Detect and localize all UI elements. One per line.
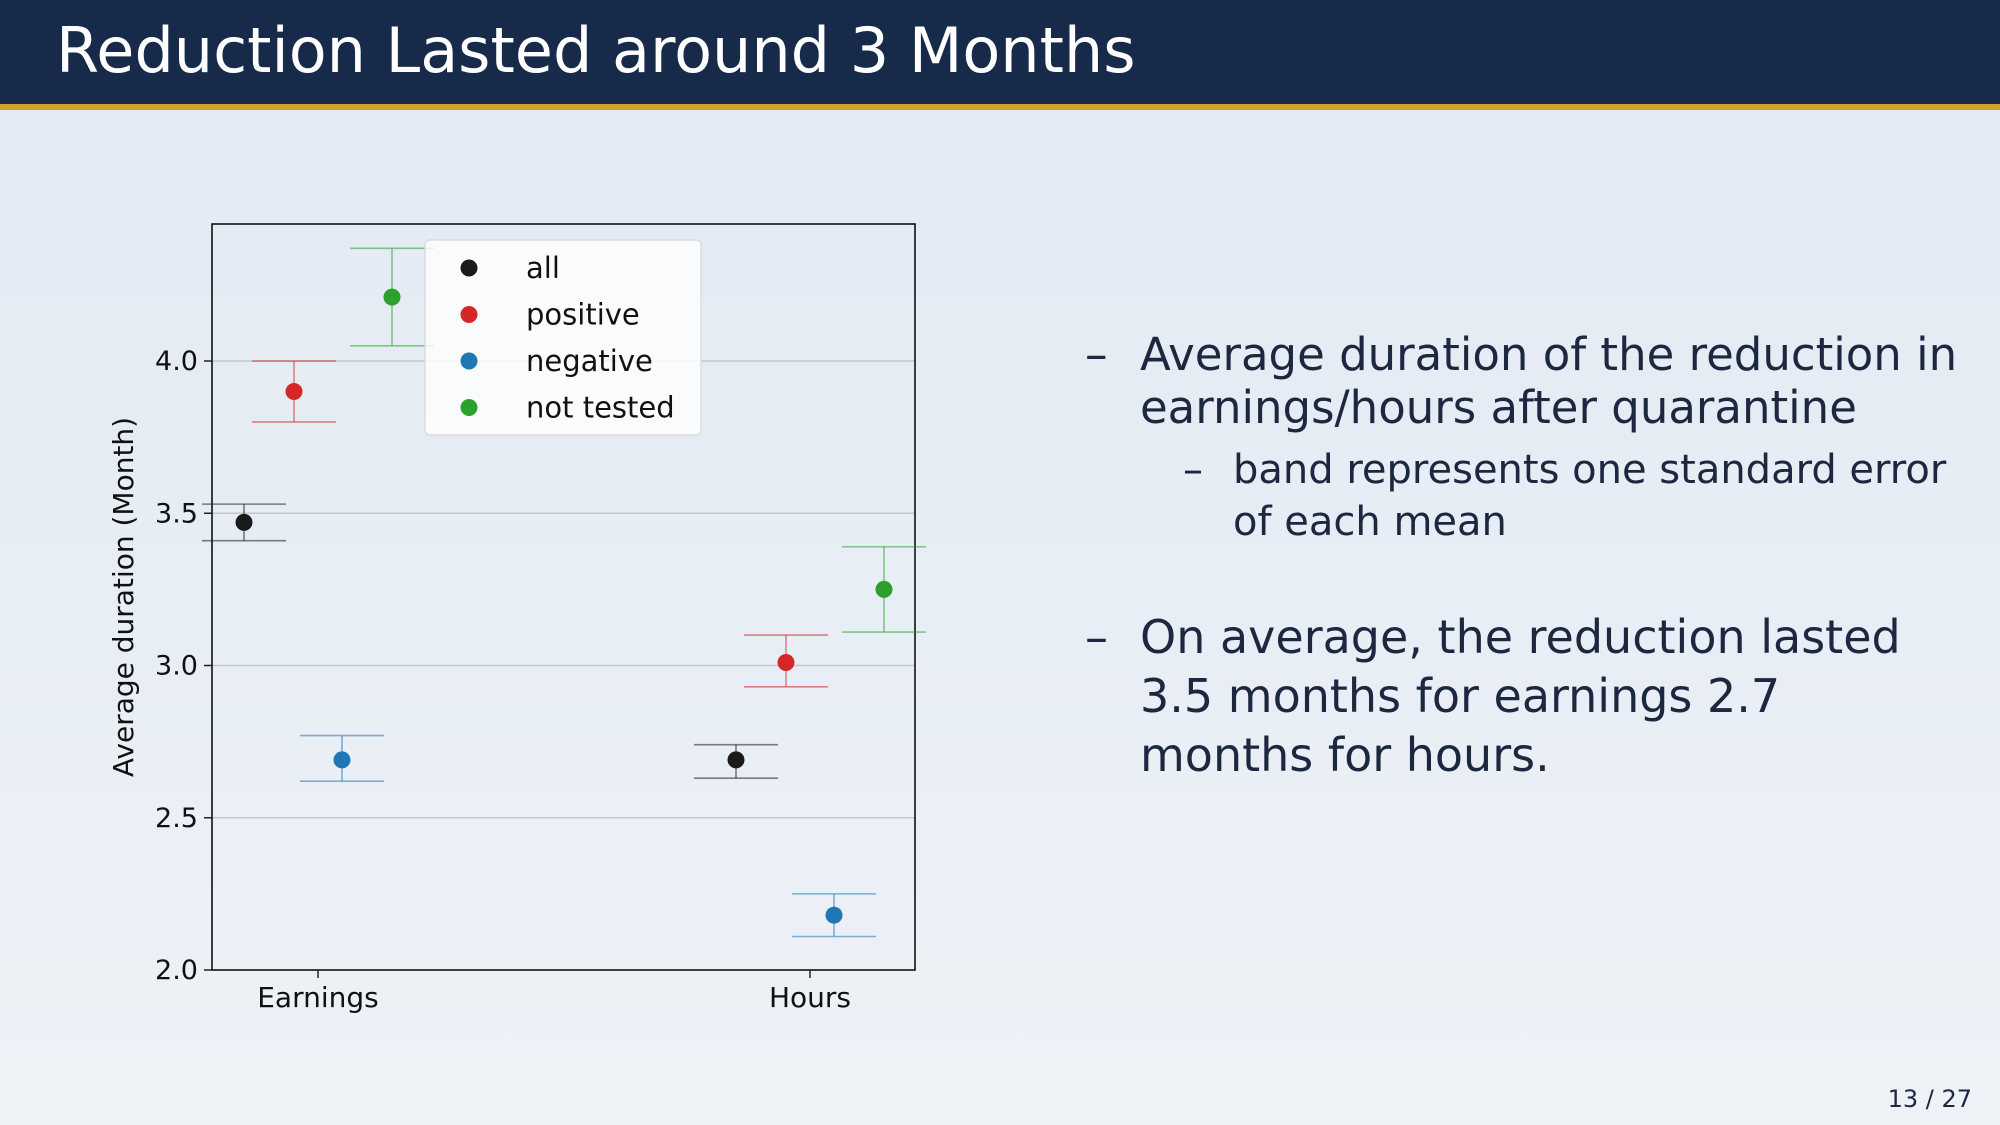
bullet-list: – Average duration of the reduction in e… [1085, 328, 1965, 785]
slide-header [0, 0, 2000, 104]
page-number: 13 / 27 [1887, 1085, 1972, 1113]
data-point-not-tested [875, 580, 893, 598]
data-point-positive [285, 382, 303, 400]
x-tick-label: Earnings [257, 981, 379, 1014]
data-point-all [727, 751, 745, 769]
y-tick-label: 2.5 [155, 803, 198, 834]
data-point-positive [777, 653, 795, 671]
sub-bullet-item-1: – band represents one standard error of … [1183, 444, 1965, 548]
bullet-item-2: – On average, the reduction lasted 3.5 m… [1085, 608, 1965, 785]
data-point-not-tested [383, 288, 401, 306]
bullet-item-1: – Average duration of the reduction in e… [1085, 328, 1965, 434]
legend-marker [460, 306, 478, 323]
y-tick-label: 2.0 [155, 955, 198, 986]
legend-label: positive [526, 298, 640, 332]
y-tick-label: 3.5 [155, 498, 198, 529]
legend-marker [460, 259, 478, 277]
sub-bullet-dash: – [1183, 447, 1203, 493]
legend-marker [460, 352, 478, 370]
data-point-negative [825, 906, 843, 924]
x-tick-label: Hours [769, 981, 851, 1014]
legend-label: all [526, 251, 560, 285]
y-tick-label: 3.0 [155, 651, 198, 682]
header-accent-rule [0, 104, 2000, 110]
plot-frame [211, 223, 916, 971]
slide-title: Reduction Lasted around 3 Months [56, 14, 1136, 87]
bullet-dash: – [1085, 610, 1108, 664]
legend-box [424, 239, 702, 436]
sub-bullet-text: band represents one standard error of ea… [1233, 447, 1947, 545]
bullet-text: On average, the reduction lasted 3.5 mon… [1140, 610, 1901, 782]
legend-marker [460, 399, 478, 416]
data-point-negative [333, 751, 351, 769]
data-point-all [235, 513, 253, 531]
legend-label: negative [526, 344, 653, 378]
legend-label: not tested [526, 391, 675, 425]
bullet-dash: – [1085, 328, 1108, 381]
y-axis-label: Average duration (Month) [107, 417, 140, 777]
y-tick-label: 4.0 [155, 346, 198, 377]
bullet-text: Average duration of the reduction in ear… [1140, 328, 1958, 434]
